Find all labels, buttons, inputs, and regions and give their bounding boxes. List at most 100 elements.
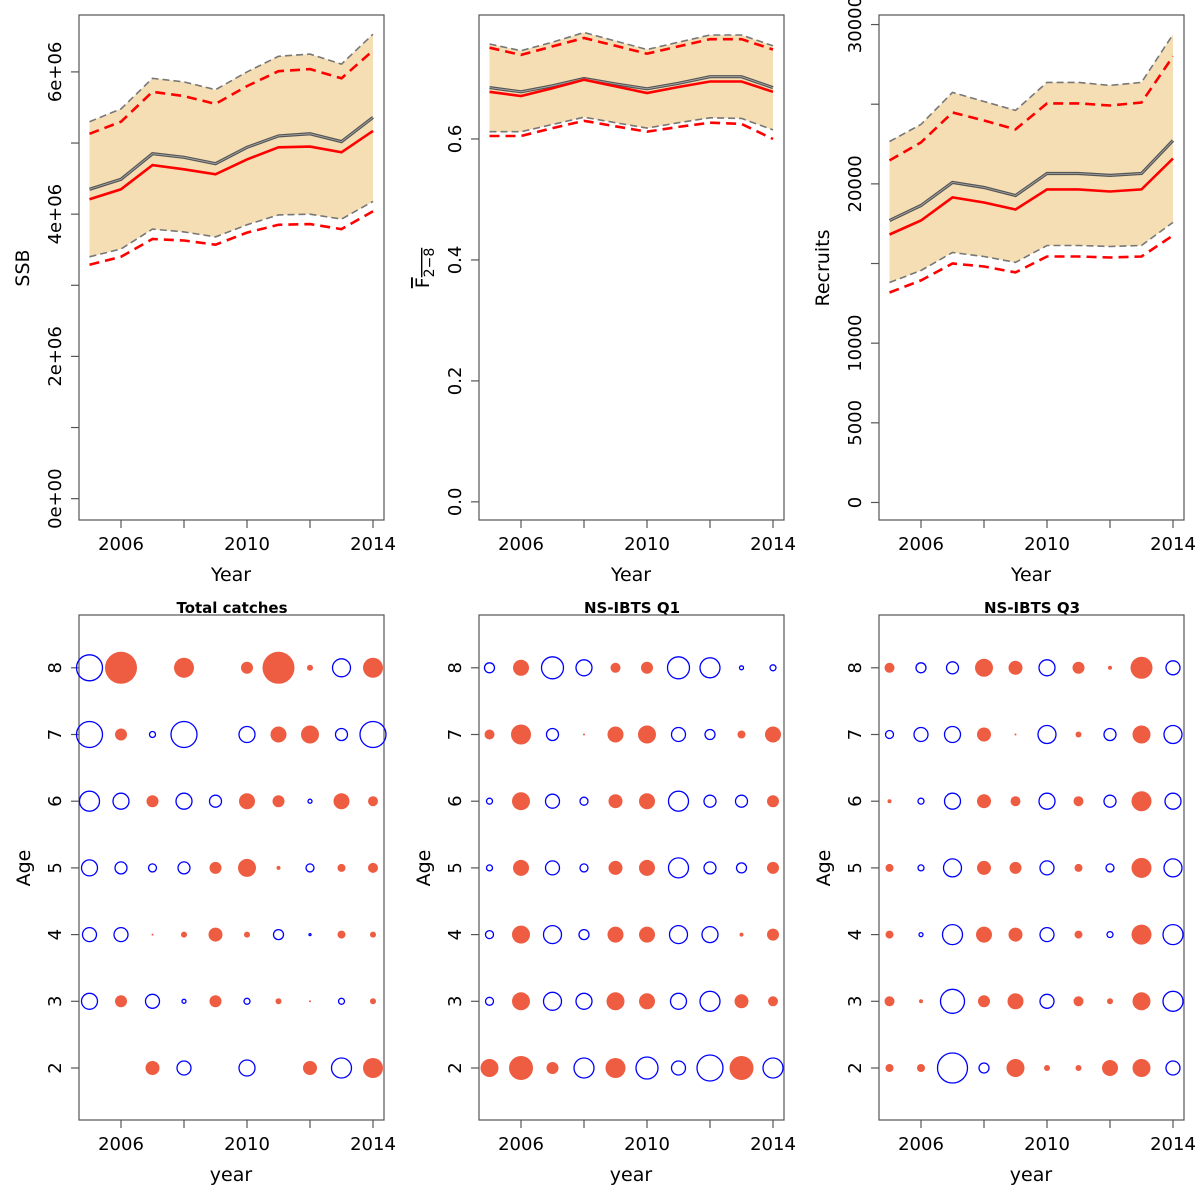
y-tick-label: 6 [45,795,66,806]
x-tick-label: 2010 [224,534,270,555]
residual-bubble-positive [639,793,655,810]
residual-bubble-negative [485,864,494,872]
residual-bubble-negative [762,1057,784,1079]
residual-bubble-positive [181,931,187,938]
residual-bubble-negative [75,720,104,749]
y-tick-label: 3 [45,996,66,1007]
residual-bubble-positive [209,995,222,1008]
residual-bubble-positive [737,730,746,739]
residual-bubble-negative [112,792,130,810]
panel-total-catches: Total catches 2006 2010 2014 year 2 3 4 5 6 7 8 Age [13,599,396,1186]
residual-bubble-positive [765,726,781,743]
estimate-line [489,78,774,98]
residual-bubble-positive [610,662,621,673]
residual-bubble-positive [303,1061,317,1075]
y-tick-label: 8 [445,662,466,673]
y-axis-label: Age [13,850,35,887]
residual-bubble-positive [209,861,222,874]
residual-bubble-negative [144,993,161,1009]
residual-bubble-positive [887,799,892,804]
residual-bubble-negative [359,720,387,749]
y-tick-label: 0.6 [445,125,466,154]
y-tick-label: 3 [845,996,866,1007]
plot-frame [478,14,785,521]
residual-bubble-positive [734,994,749,1009]
confidence-band [89,34,373,257]
residual-bubble-positive [511,724,531,745]
residual-bubble-negative [670,726,687,743]
residual-bubble-negative [113,926,129,943]
residual-bubble-positive [208,927,223,942]
residual-bubble-negative [1038,792,1056,810]
residual-bubble-positive [1132,725,1151,744]
y-tick-label: 2e+06 [45,326,66,387]
residual-bubble-positive [767,928,779,941]
residual-bubble-negative [573,1057,595,1079]
residual-bubble-positive [546,1062,559,1074]
residual-bubble-negative [917,797,925,805]
residual-bubble-positive [309,1000,311,1003]
y-axis-label: Recruits [812,230,834,307]
x-tick-label: 2006 [898,534,944,555]
residual-bubble-negative [735,862,748,874]
residual-bubble-positive [370,998,376,1005]
residual-bubble-positive [919,999,923,1004]
estimate-lower-line [889,234,1174,294]
y-tick-label: 5 [445,862,466,873]
upper-bound-line [89,33,374,123]
y-tick-label: 6 [445,795,466,806]
lower-bound-line [489,116,774,133]
x-tick-label: 2010 [1024,534,1070,555]
residual-bubble-positive [337,930,346,939]
residual-bubble-negative [272,928,285,941]
residual-bubble-positive [767,795,779,808]
residual-bubble-positive [151,933,154,936]
residual-bubble-negative [1163,724,1183,745]
residual-bubble-negative [1039,860,1055,876]
y-tick-label: 5000 [845,400,866,446]
residual-bubble-positive [1131,924,1152,945]
residual-bubble-negative [181,998,187,1004]
residual-bubble-positive [513,859,529,876]
residual-bubble-positive [368,796,378,807]
residual-bubble-negative [305,863,315,873]
estimate-upper-line [89,49,374,136]
upper-bound-line [889,33,1174,143]
residual-bubble-positive [1074,930,1083,939]
residual-bubble-negative [1106,930,1114,939]
residual-bubble-positive [174,657,194,678]
x-tick-label: 2006 [498,534,544,555]
residual-bubble-negative [579,796,589,806]
panel-title: NS-IBTS Q1 [584,599,680,617]
residual-bubble-negative [667,857,690,879]
residual-bubble-positive [115,995,127,1008]
residual-bubble-negative [918,931,924,938]
residual-bubble-negative [483,662,496,674]
residual-bubble-negative [177,861,191,875]
residual-bubble-negative [148,730,157,739]
lower-bound-line [889,221,1174,284]
residual-bubble-positive [639,926,655,943]
residual-bubble-positive [272,795,285,808]
residual-bubble-positive [729,1056,754,1080]
residual-bubble-negative [917,864,925,872]
x-tick-label: 2006 [98,1134,144,1155]
residual-bubble-positive [307,664,313,671]
residual-bubble-negative [80,859,99,877]
y-axis-label: Age [813,850,835,887]
residual-bubble-positive [1132,992,1151,1011]
residual-bubble-negative [696,1054,724,1082]
y-tick-label: 8 [45,662,66,673]
residual-bubble-positive [608,860,623,875]
confidence-band [889,34,1173,283]
x-tick-label: 2010 [224,1134,270,1155]
residual-bubble-positive [641,661,653,674]
residual-bubble-positive [768,996,778,1007]
residual-bubble-negative [540,656,565,680]
residual-bubble-negative [939,988,966,1014]
panel-fbar: 2006 2010 2014 Year 0.0 0.2 0.4 0.6 F2−8 [412,14,796,586]
x-tick-label: 2014 [350,534,396,555]
residual-bubble-positive [1010,796,1021,807]
x-axis-label: year [1010,1164,1053,1186]
estimate-line [888,157,1174,236]
